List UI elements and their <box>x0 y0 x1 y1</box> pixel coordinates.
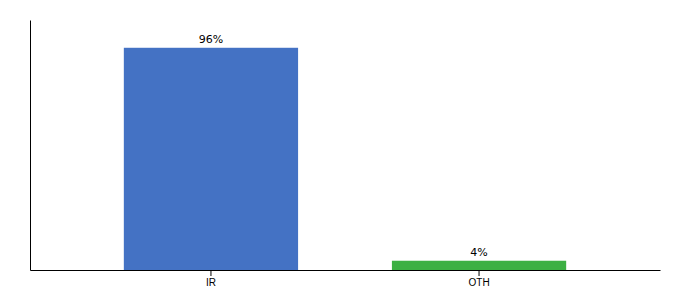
plot: IR OTH 96% 4% <box>31 21 661 289</box>
chart: IR OTH 96% 4% <box>0 0 680 300</box>
x-tick-mark <box>479 270 480 276</box>
y-axis-line <box>30 21 31 271</box>
x-tick: OTH <box>468 270 489 288</box>
bar <box>124 48 298 270</box>
bars <box>124 48 566 270</box>
x-tick-label: IR <box>206 277 216 288</box>
x-axis-line <box>31 270 661 271</box>
x-tick: IR <box>206 270 216 288</box>
data-label: 4% <box>470 246 487 259</box>
y-axis <box>30 21 31 271</box>
x-tick-label: OTH <box>468 277 489 288</box>
data-label: 96% <box>199 33 223 46</box>
data-labels: 96% 4% <box>199 33 488 259</box>
x-tick-mark <box>210 270 211 276</box>
x-axis: IR OTH <box>31 270 661 288</box>
bar <box>392 261 566 270</box>
